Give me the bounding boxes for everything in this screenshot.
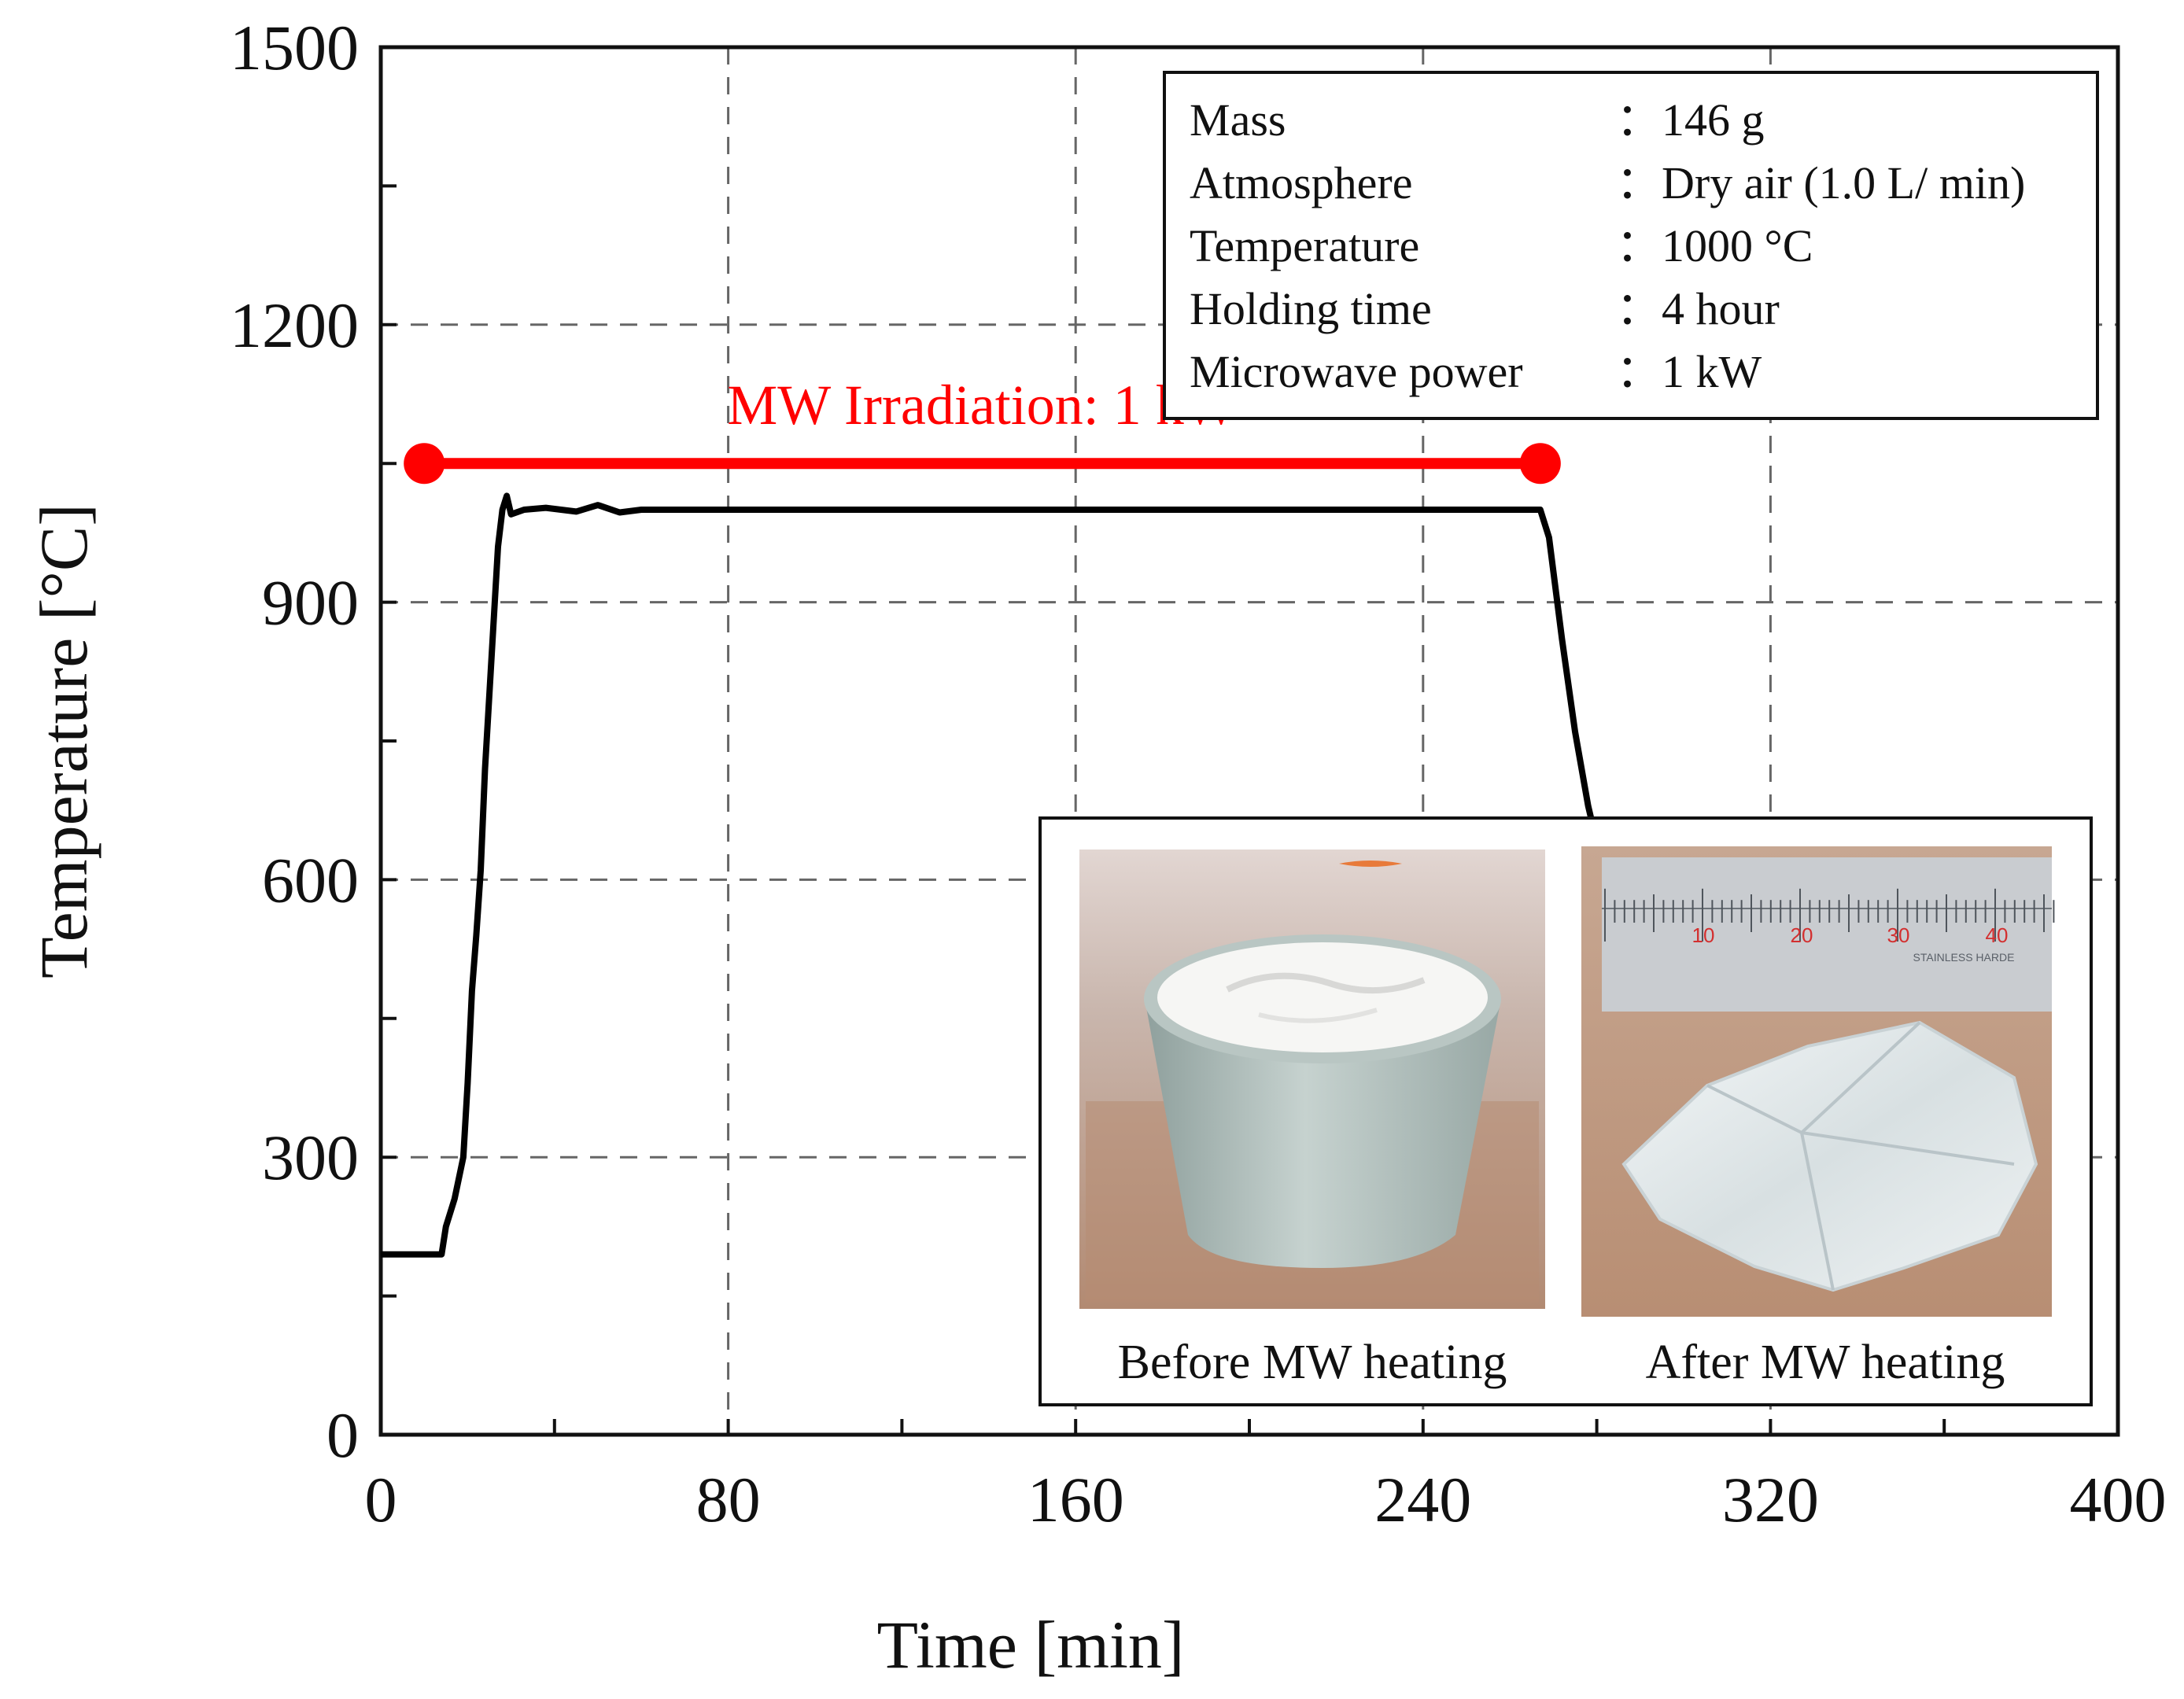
y-tick-label: 1200 (230, 289, 359, 361)
x-tick-label: 320 (1722, 1464, 1819, 1535)
ruler-ticks (1604, 888, 2055, 942)
y-tick-label: 600 (262, 844, 359, 916)
before-photo-caption: Before MW heating (1118, 1336, 1507, 1389)
irradiation-end-marker (1519, 443, 1561, 485)
info-box: Mass ：146 g Atmosphere ：Dry air (1.0 L/ … (1163, 71, 2099, 420)
x-tick-label: 240 (1374, 1464, 1471, 1535)
info-value-temperature: ：1000 °C (1616, 220, 1813, 271)
before-photo (1079, 850, 1545, 1309)
after-photo-caption: After MW heating (1646, 1336, 2005, 1389)
ruler-text: STAINLESS HARDE (1913, 951, 2015, 964)
ruler-number-40: 40 (1986, 923, 2009, 947)
axis-ticks (379, 46, 2119, 1436)
x-tick-label: 0 (365, 1464, 397, 1535)
ruler-number-20: 20 (1791, 923, 1813, 947)
info-value-atmosphere: ：Dry air (1.0 L/ min) (1616, 157, 2025, 208)
after-photo: 10 20 30 40 STAINLESS HARDE (1581, 846, 2055, 1317)
y-tick-label: 1500 (230, 12, 359, 83)
x-tick-label: 80 (696, 1464, 761, 1535)
y-tick-labels: 0 300 600 900 1200 1500 (230, 12, 359, 1471)
info-key-holding-time: Holding time (1190, 283, 1432, 334)
ruler-number-10: 10 (1692, 923, 1715, 947)
y-axis-title: Temperature [°C] (26, 503, 101, 978)
ruler-number-30: 30 (1887, 923, 1910, 947)
info-key-microwave-power: Microwave power (1190, 346, 1523, 397)
info-value-holding-time: ：4 hour (1616, 283, 1780, 334)
glass-piece (1621, 1020, 2038, 1292)
info-box-frame (1163, 71, 2099, 420)
y-tick-label: 0 (326, 1399, 359, 1471)
y-tick-label: 300 (262, 1122, 359, 1193)
y-tick-label: 900 (262, 567, 359, 639)
info-key-atmosphere: Atmosphere (1190, 157, 1413, 208)
info-key-temperature: Temperature (1190, 220, 1419, 271)
x-axis-title: Time [min] (876, 1607, 1184, 1682)
photo-inset: Before MW heating 10 20 30 40 STAINLESS … (1039, 816, 2093, 1406)
irradiation-label: MW Irradiation: 1 kW (727, 374, 1238, 437)
temperature-series-line (381, 492, 1600, 1258)
x-tick-label: 160 (1027, 1464, 1124, 1535)
x-tick-label: 400 (2070, 1464, 2167, 1535)
info-value-mass: ：146 g (1616, 94, 1765, 146)
x-tick-labels: 0 80 160 240 320 400 (365, 1464, 2167, 1535)
info-value-microwave-power: ：1 kW (1616, 346, 1762, 397)
info-key-mass: Mass (1190, 94, 1286, 146)
irradiation-bar: MW Irradiation: 1 kW (404, 374, 1561, 485)
ruler (1602, 857, 2052, 1012)
irradiation-start-marker (404, 443, 445, 485)
